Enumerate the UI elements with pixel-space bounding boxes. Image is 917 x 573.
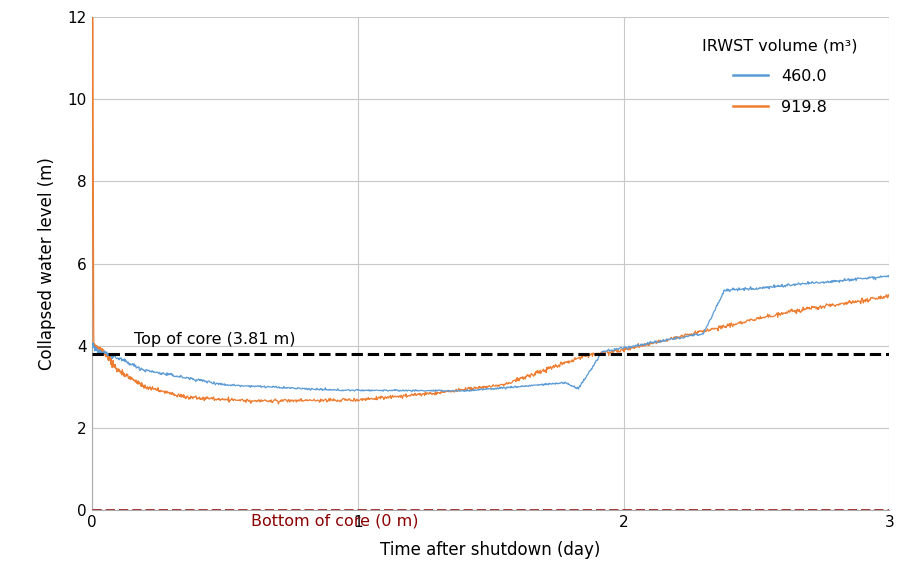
Legend: 460.0, 919.8: 460.0, 919.8: [694, 30, 866, 123]
X-axis label: Time after shutdown (day): Time after shutdown (day): [381, 541, 601, 559]
Y-axis label: Collapsed water level (m): Collapsed water level (m): [39, 157, 57, 370]
Text: Top of core (3.81 m): Top of core (3.81 m): [134, 332, 296, 347]
Text: Bottom of core (0 m): Bottom of core (0 m): [251, 513, 419, 528]
